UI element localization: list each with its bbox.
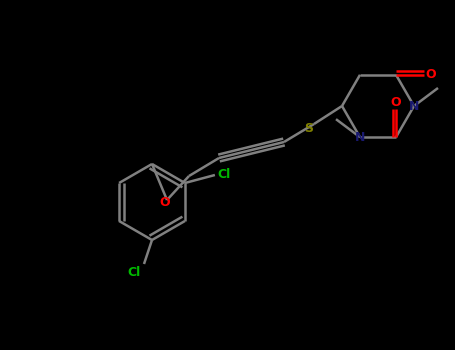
Text: Cl: Cl xyxy=(217,168,231,182)
Text: O: O xyxy=(160,196,170,209)
Text: O: O xyxy=(426,68,436,81)
Text: Cl: Cl xyxy=(127,266,141,279)
Text: N: N xyxy=(409,99,419,112)
Text: N: N xyxy=(355,131,365,144)
Text: O: O xyxy=(391,96,401,109)
Text: S: S xyxy=(304,122,313,135)
